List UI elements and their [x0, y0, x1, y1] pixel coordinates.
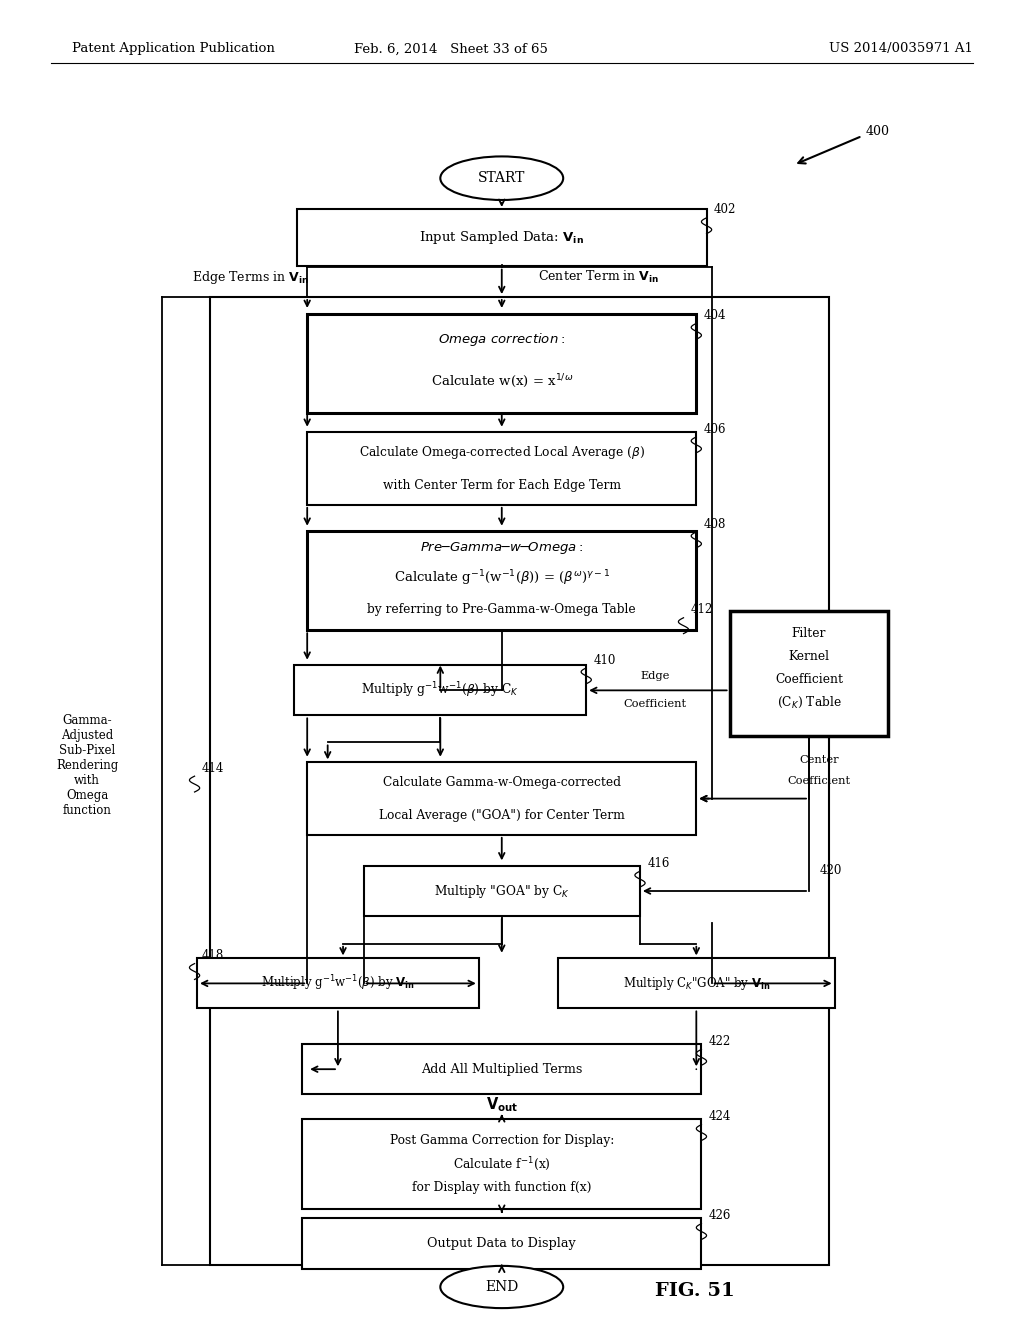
- Text: START: START: [478, 172, 525, 185]
- FancyBboxPatch shape: [364, 866, 640, 916]
- FancyBboxPatch shape: [307, 531, 696, 630]
- Text: 416: 416: [647, 857, 670, 870]
- FancyBboxPatch shape: [302, 1119, 701, 1209]
- FancyBboxPatch shape: [729, 610, 889, 737]
- Text: Multiply "GOA" by C$_K$: Multiply "GOA" by C$_K$: [434, 883, 569, 899]
- Text: Filter: Filter: [792, 627, 826, 640]
- Text: 426: 426: [709, 1209, 731, 1222]
- Text: Calculate Gamma-w-Omega-corrected: Calculate Gamma-w-Omega-corrected: [383, 776, 621, 789]
- Text: Edge: Edge: [641, 671, 670, 681]
- Text: 400: 400: [865, 124, 889, 137]
- FancyBboxPatch shape: [302, 1218, 701, 1269]
- Text: Edge Terms in $\mathbf{V_{in}}$: Edge Terms in $\mathbf{V_{in}}$: [193, 269, 309, 285]
- FancyBboxPatch shape: [307, 763, 696, 836]
- Text: Feb. 6, 2014   Sheet 33 of 65: Feb. 6, 2014 Sheet 33 of 65: [353, 42, 548, 55]
- Text: Calculate Omega-corrected Local Average ($\beta$): Calculate Omega-corrected Local Average …: [358, 445, 645, 461]
- FancyBboxPatch shape: [307, 432, 696, 504]
- Text: Input Sampled Data: $\mathbf{V_{in}}$: Input Sampled Data: $\mathbf{V_{in}}$: [419, 230, 585, 246]
- Text: 410: 410: [594, 653, 615, 667]
- Text: Multiply g$^{-1}$w$^{-1}$($\beta$) by $\mathbf{V_{in}}$: Multiply g$^{-1}$w$^{-1}$($\beta$) by $\…: [261, 974, 415, 993]
- Text: FIG. 51: FIG. 51: [655, 1282, 735, 1300]
- Text: Post Gamma Correction for Display:: Post Gamma Correction for Display:: [389, 1134, 614, 1147]
- Text: (C$_K$) Table: (C$_K$) Table: [776, 694, 842, 710]
- FancyBboxPatch shape: [295, 665, 586, 715]
- Text: 402: 402: [714, 203, 736, 216]
- Text: $\mathbf{V_{out}}$: $\mathbf{V_{out}}$: [485, 1096, 518, 1114]
- FancyBboxPatch shape: [558, 958, 835, 1008]
- Text: Patent Application Publication: Patent Application Publication: [72, 42, 274, 55]
- Text: 404: 404: [703, 309, 726, 322]
- Text: Center Term in $\mathbf{V_{in}}$: Center Term in $\mathbf{V_{in}}$: [539, 269, 659, 285]
- Text: Local Average ("GOA") for Center Term: Local Average ("GOA") for Center Term: [379, 809, 625, 822]
- Text: Add All Multiplied Terms: Add All Multiplied Terms: [421, 1063, 583, 1076]
- Text: $\mathit{Pre\!\!-\!\!Gamma\!\!-\!\!w\!\!-\!\!Omega:}$: $\mathit{Pre\!\!-\!\!Gamma\!\!-\!\!w\!\!…: [420, 540, 584, 556]
- Text: for Display with function f(x): for Display with function f(x): [412, 1181, 592, 1195]
- Text: 414: 414: [202, 762, 224, 775]
- FancyBboxPatch shape: [297, 209, 707, 267]
- Text: Calculate f$^{-1}$(x): Calculate f$^{-1}$(x): [453, 1155, 551, 1173]
- Text: Coefficient: Coefficient: [624, 698, 687, 709]
- Text: END: END: [485, 1280, 518, 1294]
- Text: 422: 422: [709, 1035, 731, 1048]
- Text: 420: 420: [819, 863, 842, 876]
- Ellipse shape: [440, 157, 563, 199]
- Text: Calculate g$^{-1}$(w$^{-1}$($\beta$)) = ($\beta^{\omega}$)$^{\gamma-1}$: Calculate g$^{-1}$(w$^{-1}$($\beta$)) = …: [393, 569, 610, 587]
- Text: Multiply g$^{-1}$w$^{-1}$($\beta$) by C$_K$: Multiply g$^{-1}$w$^{-1}$($\beta$) by C$…: [361, 681, 519, 700]
- Text: Coefficient: Coefficient: [775, 673, 843, 686]
- Text: 408: 408: [703, 517, 726, 531]
- Text: $\mathit{Omega\ correction:}$: $\mathit{Omega\ correction:}$: [438, 331, 565, 347]
- Text: Gamma-
Adjusted
Sub-Pixel
Rendering
with
Omega
function: Gamma- Adjusted Sub-Pixel Rendering with…: [56, 714, 118, 817]
- Text: Multiply C$_K$"GOA" by $\mathbf{V_{in}}$: Multiply C$_K$"GOA" by $\mathbf{V_{in}}$: [623, 975, 770, 991]
- Text: Kernel: Kernel: [788, 649, 829, 663]
- Text: with Center Term for Each Edge Term: with Center Term for Each Edge Term: [383, 479, 621, 492]
- Text: by referring to Pre-Gamma-w-Omega Table: by referring to Pre-Gamma-w-Omega Table: [368, 603, 636, 616]
- Text: Coefficient: Coefficient: [787, 776, 851, 785]
- Text: Output Data to Display: Output Data to Display: [427, 1237, 577, 1250]
- Text: Center: Center: [800, 755, 839, 764]
- Text: 406: 406: [703, 422, 726, 436]
- FancyBboxPatch shape: [307, 314, 696, 412]
- Text: 418: 418: [202, 949, 224, 962]
- Text: Calculate w(x) = x$^{1/\omega}$: Calculate w(x) = x$^{1/\omega}$: [430, 372, 573, 391]
- Text: 412: 412: [690, 603, 713, 616]
- FancyBboxPatch shape: [302, 1044, 701, 1094]
- Text: US 2014/0035971 A1: US 2014/0035971 A1: [829, 42, 973, 55]
- Ellipse shape: [440, 1266, 563, 1308]
- FancyBboxPatch shape: [197, 958, 479, 1008]
- Text: 424: 424: [709, 1110, 731, 1123]
- FancyBboxPatch shape: [210, 297, 829, 1265]
